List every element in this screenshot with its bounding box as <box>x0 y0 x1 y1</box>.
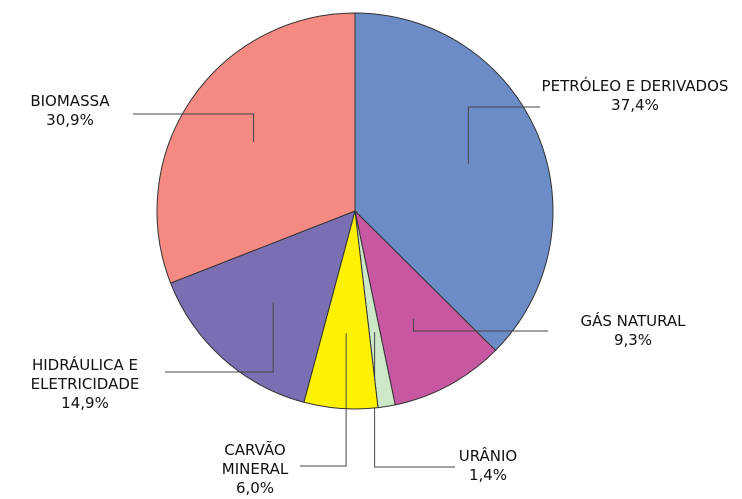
value-label: 37,4% <box>611 96 659 114</box>
value-label: 9,3% <box>613 331 653 349</box>
category-label: PETRÓLEO E DERIVADOS <box>541 77 729 95</box>
slice-label: URÂNIO 1,4% <box>438 447 538 485</box>
value-label: 6,0% <box>235 479 275 497</box>
pie-slice <box>169 210 356 403</box>
slice-label: HIDRÁULICA E ELETRICIDADE 14,9% <box>5 356 165 413</box>
leader-line <box>413 318 548 332</box>
pie-slice <box>156 12 356 284</box>
pie-slice <box>354 209 497 406</box>
value-label: 1,4% <box>468 466 508 484</box>
leader-line <box>133 113 255 142</box>
leader-line <box>467 106 540 164</box>
category-label: GÁS NATURAL <box>580 312 686 330</box>
pie-slice <box>354 12 554 352</box>
category-label: CARVÃO MINERAL <box>221 441 289 478</box>
slice-label: GÁS NATURAL 9,3% <box>553 312 713 350</box>
slice-label: PETRÓLEO E DERIVADOS 37,4% <box>520 77 742 115</box>
leader-line <box>165 302 274 373</box>
value-label: 14,9% <box>61 394 109 412</box>
category-label: URÂNIO <box>458 447 518 465</box>
value-label: 30,9% <box>46 111 94 129</box>
category-label: BIOMASSA <box>30 92 110 110</box>
leader-line <box>300 333 347 467</box>
slice-label: CARVÃO MINERAL 6,0% <box>205 441 305 498</box>
category-label: HIDRÁULICA E ELETRICIDADE <box>30 356 140 393</box>
slice-label: BIOMASSA 30,9% <box>0 92 150 130</box>
